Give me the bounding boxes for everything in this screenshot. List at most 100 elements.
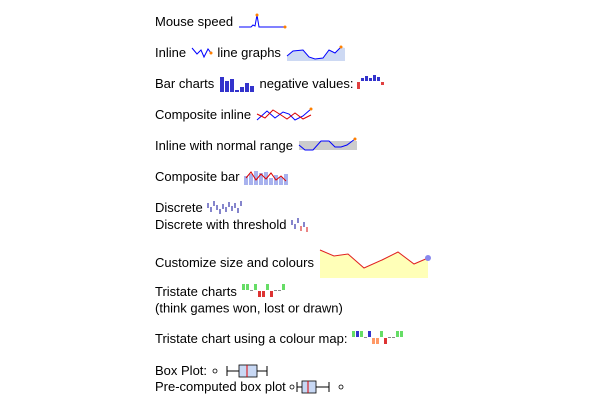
bar-negative xyxy=(381,82,385,85)
discrete-sparkline xyxy=(207,201,242,214)
mouse-speed-label: Mouse speed xyxy=(155,14,234,29)
tri-loss xyxy=(261,291,265,297)
composite-series-blue xyxy=(256,108,312,121)
box-outlier xyxy=(212,368,218,374)
tri-win xyxy=(241,284,245,290)
mouse-speed-last-spot xyxy=(283,25,287,29)
bar xyxy=(279,177,284,185)
tri-map-bar xyxy=(380,331,384,337)
mouse-speed-sparkline xyxy=(238,13,287,29)
bar xyxy=(249,174,254,185)
row-composite-bar: Composite bar xyxy=(155,168,289,186)
bar-negative xyxy=(357,82,361,89)
tri-loss xyxy=(269,291,273,297)
precomputed-box-label: Pre-computed box plot xyxy=(155,379,286,394)
tri-map-bar xyxy=(360,331,364,337)
bar xyxy=(365,76,369,81)
inline-sparkline-small xyxy=(191,47,213,59)
bar xyxy=(224,81,229,92)
row-mouse-speed: Mouse speed xyxy=(155,13,297,31)
bar-charts-label: Bar charts xyxy=(155,76,215,91)
tristate-sublabel: (think games won, lost or drawn) xyxy=(155,300,343,316)
row-box-plot: Box Plot: xyxy=(155,362,283,380)
row-precomputed-box: Pre-computed box plot xyxy=(155,378,349,396)
tri-map-bar xyxy=(396,331,400,337)
customize-label: Customize size and colours xyxy=(155,255,314,270)
bar xyxy=(377,77,381,81)
bar xyxy=(244,83,249,92)
tri-draw xyxy=(277,290,281,291)
composite-spot xyxy=(309,107,313,111)
tristate-map-label: Tristate chart using a colour map: xyxy=(155,331,348,346)
tri-win xyxy=(245,284,249,290)
composite-inline-label: Composite inline xyxy=(155,107,252,122)
bar xyxy=(373,75,377,81)
row-normal-range: Inline with normal range xyxy=(155,137,359,155)
box-outlier xyxy=(339,384,344,390)
row-composite-inline: Composite inline xyxy=(155,106,315,124)
bar xyxy=(269,178,274,185)
row-bar-charts: Bar charts negative values: xyxy=(155,75,387,93)
composite-bar-sparkline xyxy=(244,171,289,185)
inline-filled-spot xyxy=(339,45,343,49)
row-tristate-sub: (think games won, lost or drawn) xyxy=(155,300,343,317)
inline-small-spot xyxy=(209,51,213,55)
row-discrete-threshold: Discrete with threshold xyxy=(155,216,312,234)
box-plot-sparkline xyxy=(212,364,268,378)
discrete-label: Discrete xyxy=(155,200,203,215)
tri-map-bar xyxy=(388,337,392,338)
row-customize: Customize size and colours xyxy=(155,248,434,278)
customize-line xyxy=(319,249,428,269)
bar xyxy=(249,86,254,92)
normal-range-spot xyxy=(353,137,357,141)
composite-inline-sparkline xyxy=(256,107,313,121)
tri-draw xyxy=(273,290,277,291)
tri-draw xyxy=(249,290,253,291)
tri-map-bar xyxy=(372,338,376,344)
box-plot-label: Box Plot: xyxy=(155,363,208,378)
inline-filled-line xyxy=(286,46,341,60)
row-tristate-map: Tristate chart using a colour map: xyxy=(155,330,415,348)
box-iqr xyxy=(238,364,258,378)
inline-label: Inline xyxy=(155,45,187,60)
discrete-threshold-sparkline xyxy=(291,218,308,232)
bar xyxy=(361,78,365,81)
normal-range-line xyxy=(298,138,355,151)
normal-range-band xyxy=(298,141,357,150)
bar xyxy=(259,173,264,185)
precomputed-box-sparkline xyxy=(290,380,344,394)
customize-spot xyxy=(424,255,431,261)
bar xyxy=(254,171,259,185)
bar-chart-positive xyxy=(219,77,254,92)
tri-win xyxy=(253,284,257,290)
tri-win xyxy=(281,284,285,290)
customize-sparkline xyxy=(319,249,431,278)
discrete-threshold-label: Discrete with threshold xyxy=(155,217,287,232)
bar xyxy=(284,174,289,185)
tri-map-bar xyxy=(364,337,368,338)
bar xyxy=(219,77,224,92)
tri-win xyxy=(265,284,269,290)
mouse-speed-max-spot xyxy=(255,13,259,17)
tri-map-bar xyxy=(376,338,380,344)
bar-chart-negative xyxy=(357,75,385,89)
composite-series-red xyxy=(256,109,311,120)
bar xyxy=(234,90,239,92)
row-discrete: Discrete xyxy=(155,199,246,217)
normal-range-sparkline xyxy=(298,137,357,151)
tri-map-bar xyxy=(368,331,372,337)
line-graphs-label: line graphs xyxy=(217,45,281,60)
normal-range-label: Inline with normal range xyxy=(155,138,294,153)
box-outlier xyxy=(290,384,295,390)
composite-bar-label: Composite bar xyxy=(155,169,240,184)
tri-map-bar xyxy=(356,331,360,337)
tri-loss xyxy=(257,291,261,297)
negative-values-label: negative values: xyxy=(259,76,354,91)
bar xyxy=(369,78,373,81)
composite-bar-line xyxy=(245,171,287,182)
bar xyxy=(229,79,234,92)
tri-map-bar xyxy=(384,338,388,344)
tristate-label: Tristate charts xyxy=(155,284,237,299)
tristate-map-sparkline xyxy=(352,331,404,344)
bar xyxy=(244,176,249,185)
